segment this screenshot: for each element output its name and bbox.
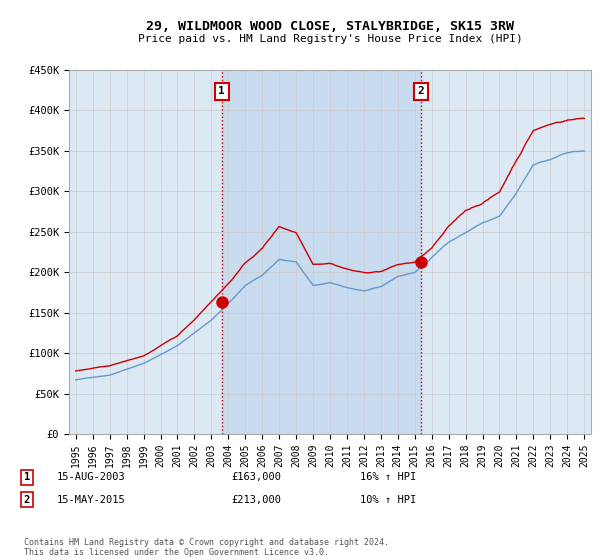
Text: £163,000: £163,000 bbox=[231, 472, 281, 482]
Text: 16% ↑ HPI: 16% ↑ HPI bbox=[360, 472, 416, 482]
Text: 2: 2 bbox=[24, 494, 30, 505]
Bar bbox=[222, 70, 421, 434]
Text: 2: 2 bbox=[418, 86, 424, 96]
Text: Contains HM Land Registry data © Crown copyright and database right 2024.
This d: Contains HM Land Registry data © Crown c… bbox=[24, 538, 389, 557]
Text: 1: 1 bbox=[24, 472, 30, 482]
Text: 15-AUG-2003: 15-AUG-2003 bbox=[57, 472, 126, 482]
Text: 15-MAY-2015: 15-MAY-2015 bbox=[57, 494, 126, 505]
Text: 29, WILDMOOR WOOD CLOSE, STALYBRIDGE, SK15 3RW: 29, WILDMOOR WOOD CLOSE, STALYBRIDGE, SK… bbox=[146, 20, 514, 32]
Text: Price paid vs. HM Land Registry's House Price Index (HPI): Price paid vs. HM Land Registry's House … bbox=[137, 34, 523, 44]
Text: 1: 1 bbox=[218, 86, 225, 96]
Text: £213,000: £213,000 bbox=[231, 494, 281, 505]
Text: 10% ↑ HPI: 10% ↑ HPI bbox=[360, 494, 416, 505]
